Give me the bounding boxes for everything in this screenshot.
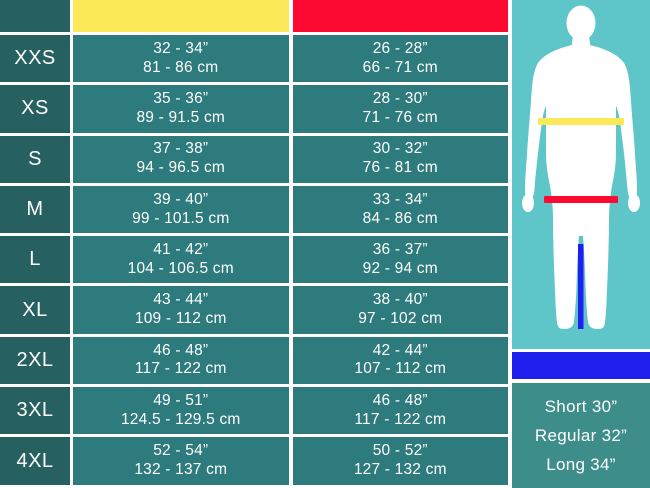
inseam-length-legend: Short 30” Regular 32” Long 34” — [512, 383, 650, 488]
chest-measurement-cell: 43 - 44” 109 - 112 cm — [73, 286, 289, 334]
table-row: M 39 - 40” 99 - 101.5 cm 33 - 34” 84 - 8… — [0, 185, 508, 236]
table-row: 4XL 52 - 54” 132 - 137 cm 50 - 52” 127 -… — [0, 437, 508, 487]
waist-centimeters: 127 - 132 cm — [353, 461, 447, 479]
chest-centimeters: 109 - 112 cm — [134, 310, 227, 328]
size-label: S — [0, 135, 70, 183]
waist-inches: 33 - 34” — [372, 190, 428, 208]
chest-measurement-cell: 37 - 38” 94 - 96.5 cm — [73, 135, 289, 183]
table-row: XXS 32 - 34” 81 - 86 cm 26 - 28” 66 - 71… — [0, 35, 508, 85]
size-label: XS — [0, 85, 70, 133]
chest-centimeters: 132 - 137 cm — [134, 461, 228, 479]
size-label: L — [0, 236, 70, 284]
table-row: XS 35 - 36” 89 - 91.5 cm 28 - 30” 71 - 7… — [0, 85, 508, 135]
size-label: 4XL — [0, 437, 70, 485]
waist-centimeters: 71 - 76 cm — [362, 108, 438, 126]
table-row: XL 43 - 44” 109 - 112 cm 38 - 40” 97 - 1… — [0, 286, 508, 336]
chest-centimeters: 81 - 86 cm — [143, 58, 219, 76]
waist-measure-line — [544, 196, 618, 203]
chest-centimeters: 117 - 122 cm — [134, 360, 227, 378]
waist-centimeters: 66 - 71 cm — [362, 58, 438, 76]
waist-color-key-bar — [292, 0, 508, 32]
chest-color-key-bar — [73, 0, 289, 32]
waist-centimeters: 92 - 94 cm — [362, 259, 438, 277]
waist-measurement-cell: 38 - 40” 97 - 102 cm — [292, 286, 508, 334]
inseam-color-key-bar — [512, 352, 650, 379]
waist-centimeters: 117 - 122 cm — [354, 410, 447, 428]
waist-inches: 28 - 30” — [372, 90, 428, 108]
table-row: S 37 - 38” 94 - 96.5 cm 30 - 32” 76 - 81… — [0, 135, 508, 186]
size-label: XL — [0, 286, 70, 334]
table-row: 2XL 46 - 48” 117 - 122 cm 42 - 44” 107 -… — [0, 336, 508, 387]
size-label: M — [0, 185, 70, 234]
waist-measurement-cell: 42 - 44” 107 - 112 cm — [292, 336, 508, 385]
chest-measurement-cell: 49 - 51” 124.5 - 129.5 cm — [73, 387, 289, 435]
waist-inches: 50 - 52” — [372, 442, 428, 460]
size-label: 2XL — [0, 336, 70, 385]
measurements-table: XXS 32 - 34” 81 - 86 cm 26 - 28” 66 - 71… — [0, 0, 508, 487]
chest-measurement-cell: 32 - 34” 81 - 86 cm — [73, 35, 289, 83]
table-header-row — [0, 0, 508, 35]
chest-measurement-cell: 39 - 40” 99 - 101.5 cm — [73, 185, 289, 234]
chest-inches: 46 - 48” — [153, 341, 209, 359]
inseam-measure-line — [578, 244, 584, 329]
waist-centimeters: 107 - 112 cm — [354, 360, 447, 378]
waist-centimeters: 84 - 86 cm — [362, 209, 438, 227]
chest-centimeters: 94 - 96.5 cm — [136, 159, 226, 177]
chest-centimeters: 99 - 101.5 cm — [132, 209, 230, 227]
chest-measurement-cell: 52 - 54” 132 - 137 cm — [73, 437, 289, 485]
chest-measurement-cell: 35 - 36” 89 - 91.5 cm — [73, 85, 289, 133]
inseam-option-short: Short 30” — [544, 396, 618, 416]
chest-inches: 52 - 54” — [153, 442, 209, 460]
figure-container — [512, 0, 650, 349]
chest-measurement-cell: 46 - 48” 117 - 122 cm — [73, 336, 289, 385]
waist-measurement-cell: 33 - 34” 84 - 86 cm — [292, 185, 508, 234]
chest-inches: 49 - 51” — [153, 391, 209, 409]
size-label: XXS — [0, 35, 70, 83]
chest-centimeters: 89 - 91.5 cm — [136, 108, 226, 126]
chest-inches: 32 - 34” — [153, 39, 209, 57]
table-row: 3XL 49 - 51” 124.5 - 129.5 cm 46 - 48” 1… — [0, 387, 508, 437]
size-label: 3XL — [0, 387, 70, 435]
waist-measurement-cell: 36 - 37” 92 - 94 cm — [292, 236, 508, 284]
chest-inches: 41 - 42” — [153, 240, 209, 258]
male-body-silhouette-icon — [512, 0, 650, 349]
body-diagram-panel: Short 30” Regular 32” Long 34” — [512, 0, 650, 488]
waist-measurement-cell: 46 - 48” 117 - 122 cm — [292, 387, 508, 435]
waist-inches: 26 - 28” — [372, 39, 428, 57]
waist-inches: 30 - 32” — [372, 140, 428, 158]
header-size-cell — [0, 0, 70, 32]
chest-inches: 37 - 38” — [153, 140, 209, 158]
waist-inches: 42 - 44” — [372, 341, 428, 359]
chest-inches: 39 - 40” — [153, 190, 209, 208]
chest-centimeters: 104 - 106.5 cm — [127, 259, 234, 277]
waist-centimeters: 76 - 81 cm — [362, 159, 438, 177]
waist-inches: 36 - 37” — [372, 240, 428, 258]
inseam-option-regular: Regular 32” — [534, 425, 628, 445]
waist-inches: 46 - 48” — [372, 391, 428, 409]
chest-centimeters: 124.5 - 129.5 cm — [120, 410, 241, 428]
chest-measure-line — [538, 118, 624, 125]
chest-inches: 35 - 36” — [153, 90, 209, 108]
waist-measurement-cell: 28 - 30” 71 - 76 cm — [292, 85, 508, 133]
chest-measurement-cell: 41 - 42” 104 - 106.5 cm — [73, 236, 289, 284]
waist-inches: 38 - 40” — [372, 291, 428, 309]
waist-measurement-cell: 50 - 52” 127 - 132 cm — [292, 437, 508, 485]
waist-measurement-cell: 30 - 32” 76 - 81 cm — [292, 135, 508, 183]
inseam-option-long: Long 34” — [546, 454, 616, 474]
table-row: L 41 - 42” 104 - 106.5 cm 36 - 37” 92 - … — [0, 236, 508, 286]
waist-centimeters: 97 - 102 cm — [358, 310, 443, 328]
waist-measurement-cell: 26 - 28” 66 - 71 cm — [292, 35, 508, 83]
chest-inches: 43 - 44” — [153, 291, 209, 309]
